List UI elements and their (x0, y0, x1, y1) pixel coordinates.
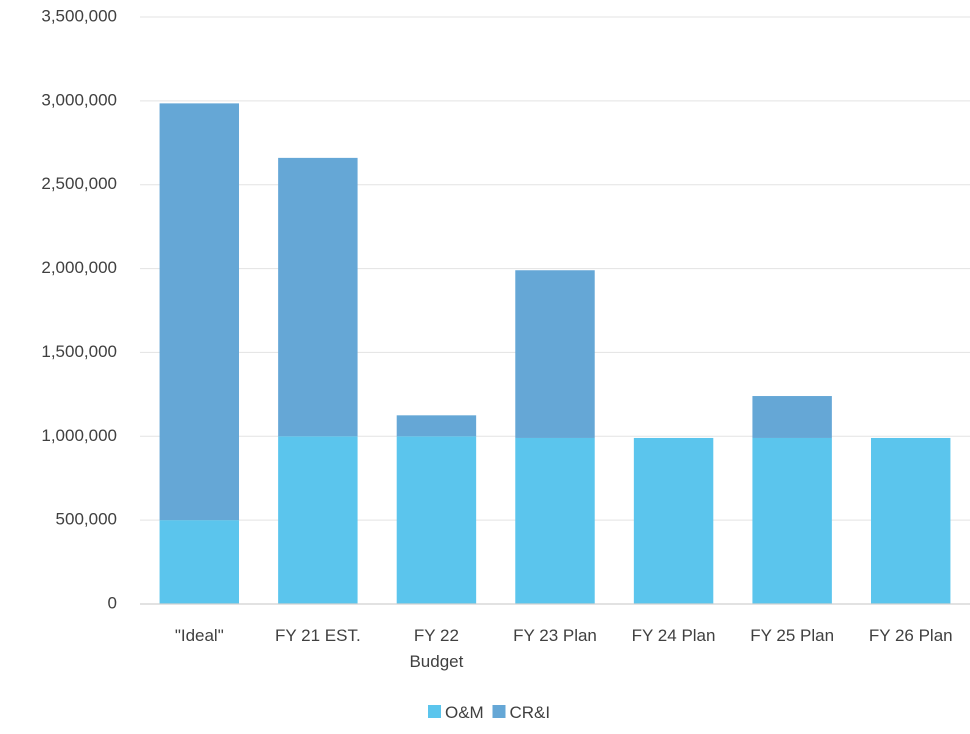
x-tick-label: FY 26 Plan (869, 626, 953, 645)
bar-cri (396, 415, 477, 437)
legend-label: O&M (445, 703, 484, 722)
y-tick-label: 2,000,000 (41, 258, 117, 277)
legend-label: CR&I (510, 703, 551, 722)
y-tick-label: 1,000,000 (41, 426, 117, 445)
y-tick-label: 0 (108, 593, 117, 612)
x-tick-label: FY 21 EST. (275, 626, 361, 645)
x-tick-label: "Ideal" (175, 626, 224, 645)
x-tick-label: FY 22 (414, 626, 459, 645)
y-tick-label: 2,500,000 (41, 174, 117, 193)
bar-cri (159, 103, 240, 521)
y-tick-label: 3,500,000 (41, 6, 117, 25)
legend-swatch (492, 705, 506, 718)
bar-om (752, 437, 832, 604)
x-tick-label: FY 23 Plan (513, 626, 597, 645)
x-tick-label: FY 24 Plan (632, 626, 716, 645)
bar-om (633, 437, 714, 604)
bar-om (515, 437, 595, 604)
bar-cri (278, 157, 358, 437)
axes: 0 500,000 1,000,000 1,500,000 2,000,000 2,500… (41, 6, 970, 671)
legend-swatch (428, 705, 441, 718)
y-tick-label: 1,500,000 (41, 342, 117, 361)
bar-cri (515, 270, 595, 438)
bar-cri (752, 396, 832, 438)
bar-om (870, 437, 951, 604)
bars (159, 103, 951, 604)
legend: O&M CR&I (428, 703, 550, 722)
x-tick-label: Budget (409, 652, 463, 671)
bar-om (278, 436, 358, 604)
y-tick-label: 3,000,000 (41, 90, 117, 109)
x-tick-label: FY 25 Plan (750, 626, 834, 645)
bar-om (159, 520, 240, 604)
bar-om (396, 436, 477, 604)
y-tick-label: 500,000 (56, 510, 117, 529)
